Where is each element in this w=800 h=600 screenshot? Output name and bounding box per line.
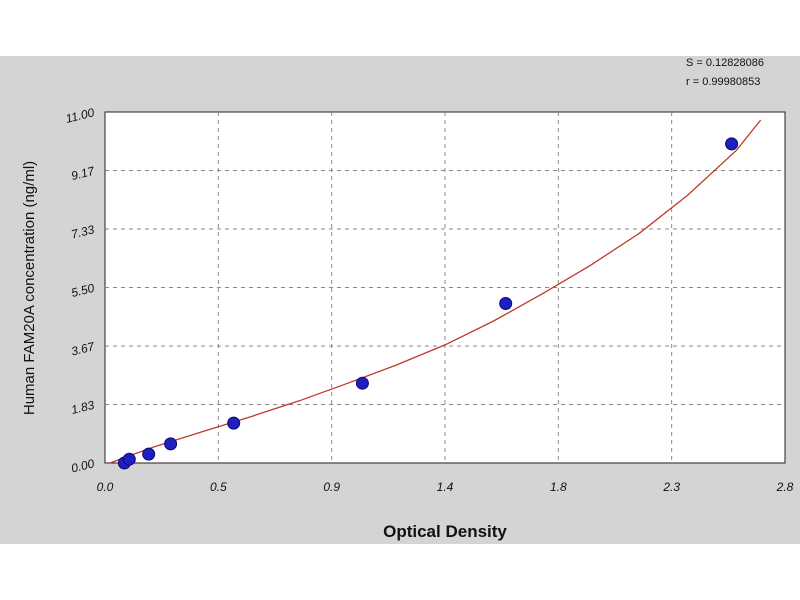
x-axis-title: Optical Density	[383, 522, 507, 541]
bottom-white-band	[0, 544, 800, 600]
x-tick-label: 0.5	[210, 480, 227, 494]
y-tick-label: 3.67	[70, 339, 97, 359]
data-point	[164, 437, 178, 451]
y-tick-label: 5.50	[70, 281, 96, 300]
y-tick-label: 0.00	[70, 456, 96, 475]
fit-curve	[109, 119, 762, 464]
y-tick-label: 9.17	[70, 164, 97, 184]
x-tick-label: 1.4	[437, 480, 454, 494]
data-point	[122, 452, 136, 466]
y-tick-label: 7.33	[70, 222, 96, 241]
x-tick-label: 2.3	[662, 480, 680, 494]
x-tick-label: 2.8	[776, 480, 794, 494]
top-white-band	[0, 0, 800, 56]
y-axis-ticks: 0.00 1.83 3.67 5.50 7.33 9.17 11.00	[64, 105, 97, 475]
data-point	[725, 137, 739, 151]
data-points	[117, 137, 739, 470]
x-tick-label: 0.0	[97, 480, 114, 494]
data-point	[227, 416, 241, 430]
data-point	[142, 447, 156, 461]
fit-stat-s: S = 0.12828086	[686, 57, 764, 69]
y-axis-title: Human FAM20A concentration (ng/ml)	[21, 161, 38, 415]
data-point	[355, 376, 369, 390]
y-tick-label: 1.83	[70, 398, 96, 417]
x-tick-label: 1.8	[550, 480, 567, 494]
x-axis-ticks: 0.0 0.5 0.9 1.4 1.8 2.3 2.8	[97, 480, 794, 494]
grid	[105, 112, 785, 463]
y-tick-label: 11.00	[64, 105, 96, 126]
data-point	[499, 297, 513, 310]
x-tick-label: 0.9	[323, 480, 340, 494]
fit-stat-r: r = 0.99980853	[686, 76, 760, 88]
